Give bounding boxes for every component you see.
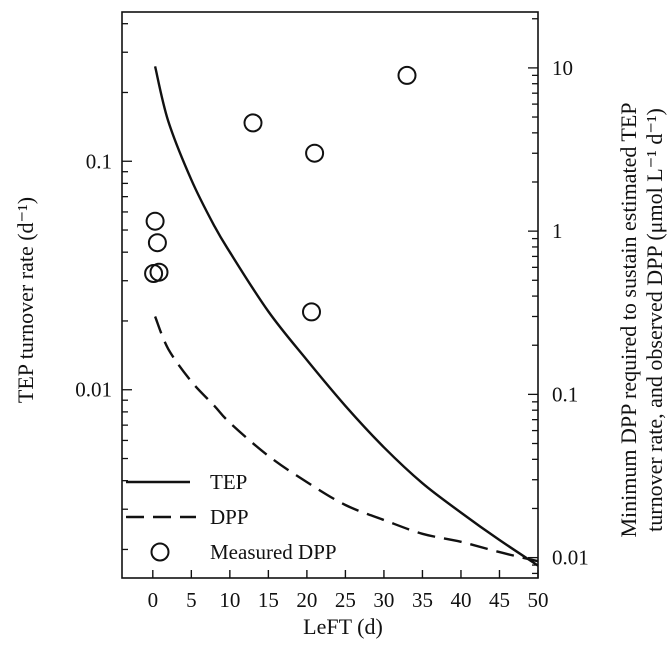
x-tick-label: 0 <box>148 588 159 612</box>
x-axis-title: LeFT (d) <box>303 614 383 639</box>
left-y-tick-label: 0.01 <box>75 378 112 402</box>
legend-label: TEP <box>210 470 247 494</box>
right-y-tick-label: 1 <box>552 219 563 243</box>
dpp-series-line <box>153 316 539 563</box>
x-tick-label: 15 <box>258 588 279 612</box>
x-tick-label: 50 <box>528 588 549 612</box>
x-tick-label: 30 <box>373 588 394 612</box>
legend-label: Measured DPP <box>210 540 337 564</box>
x-tick-label: 40 <box>450 588 471 612</box>
right-y-tick-label: 0.1 <box>552 382 578 406</box>
x-tick-label: 5 <box>186 588 197 612</box>
legend-label: DPP <box>210 505 249 529</box>
x-tick-label: 25 <box>335 588 356 612</box>
series-layer <box>144 65 539 567</box>
measured-dpp-point <box>149 262 169 282</box>
left-y-axis-title: TEP turnover rate (d⁻¹) <box>13 197 38 403</box>
legend-swatch-circle <box>150 542 170 562</box>
right-y-tick-label: 10 <box>552 56 573 80</box>
left-y-axis-ticks: 0.01 0.1 <box>75 23 132 551</box>
measured-dpp-point <box>305 143 325 163</box>
measured-dpp-point <box>243 113 263 133</box>
x-tick-label: 45 <box>489 588 510 612</box>
right-y-axis-ticks: 0.01 0.1 1 10 <box>528 18 589 575</box>
tep-series-line <box>153 66 539 567</box>
legend: TEP DPP Measured DPP <box>126 470 337 564</box>
measured-dpp-point <box>145 211 165 231</box>
plot-frame <box>121 11 539 579</box>
x-axis-ticks: 0 5 10 15 20 25 30 35 40 45 50 <box>148 570 549 612</box>
x-tick-label: 35 <box>412 588 433 612</box>
x-tick-label: 10 <box>219 588 240 612</box>
measured-dpp-point <box>397 65 417 85</box>
right-y-axis-title-line1: Minimum DPP required to sustain estimate… <box>616 102 641 537</box>
left-y-tick-label: 0.1 <box>86 149 112 173</box>
measured-dpp-point <box>302 302 321 322</box>
measured-dpp-point <box>147 233 167 253</box>
x-tick-label: 20 <box>296 588 317 612</box>
right-y-axis-title-line2: turnover rate, and observed DPP (μmol L⁻… <box>642 108 667 532</box>
plot-border <box>121 11 539 579</box>
right-y-tick-label: 0.01 <box>552 546 589 570</box>
